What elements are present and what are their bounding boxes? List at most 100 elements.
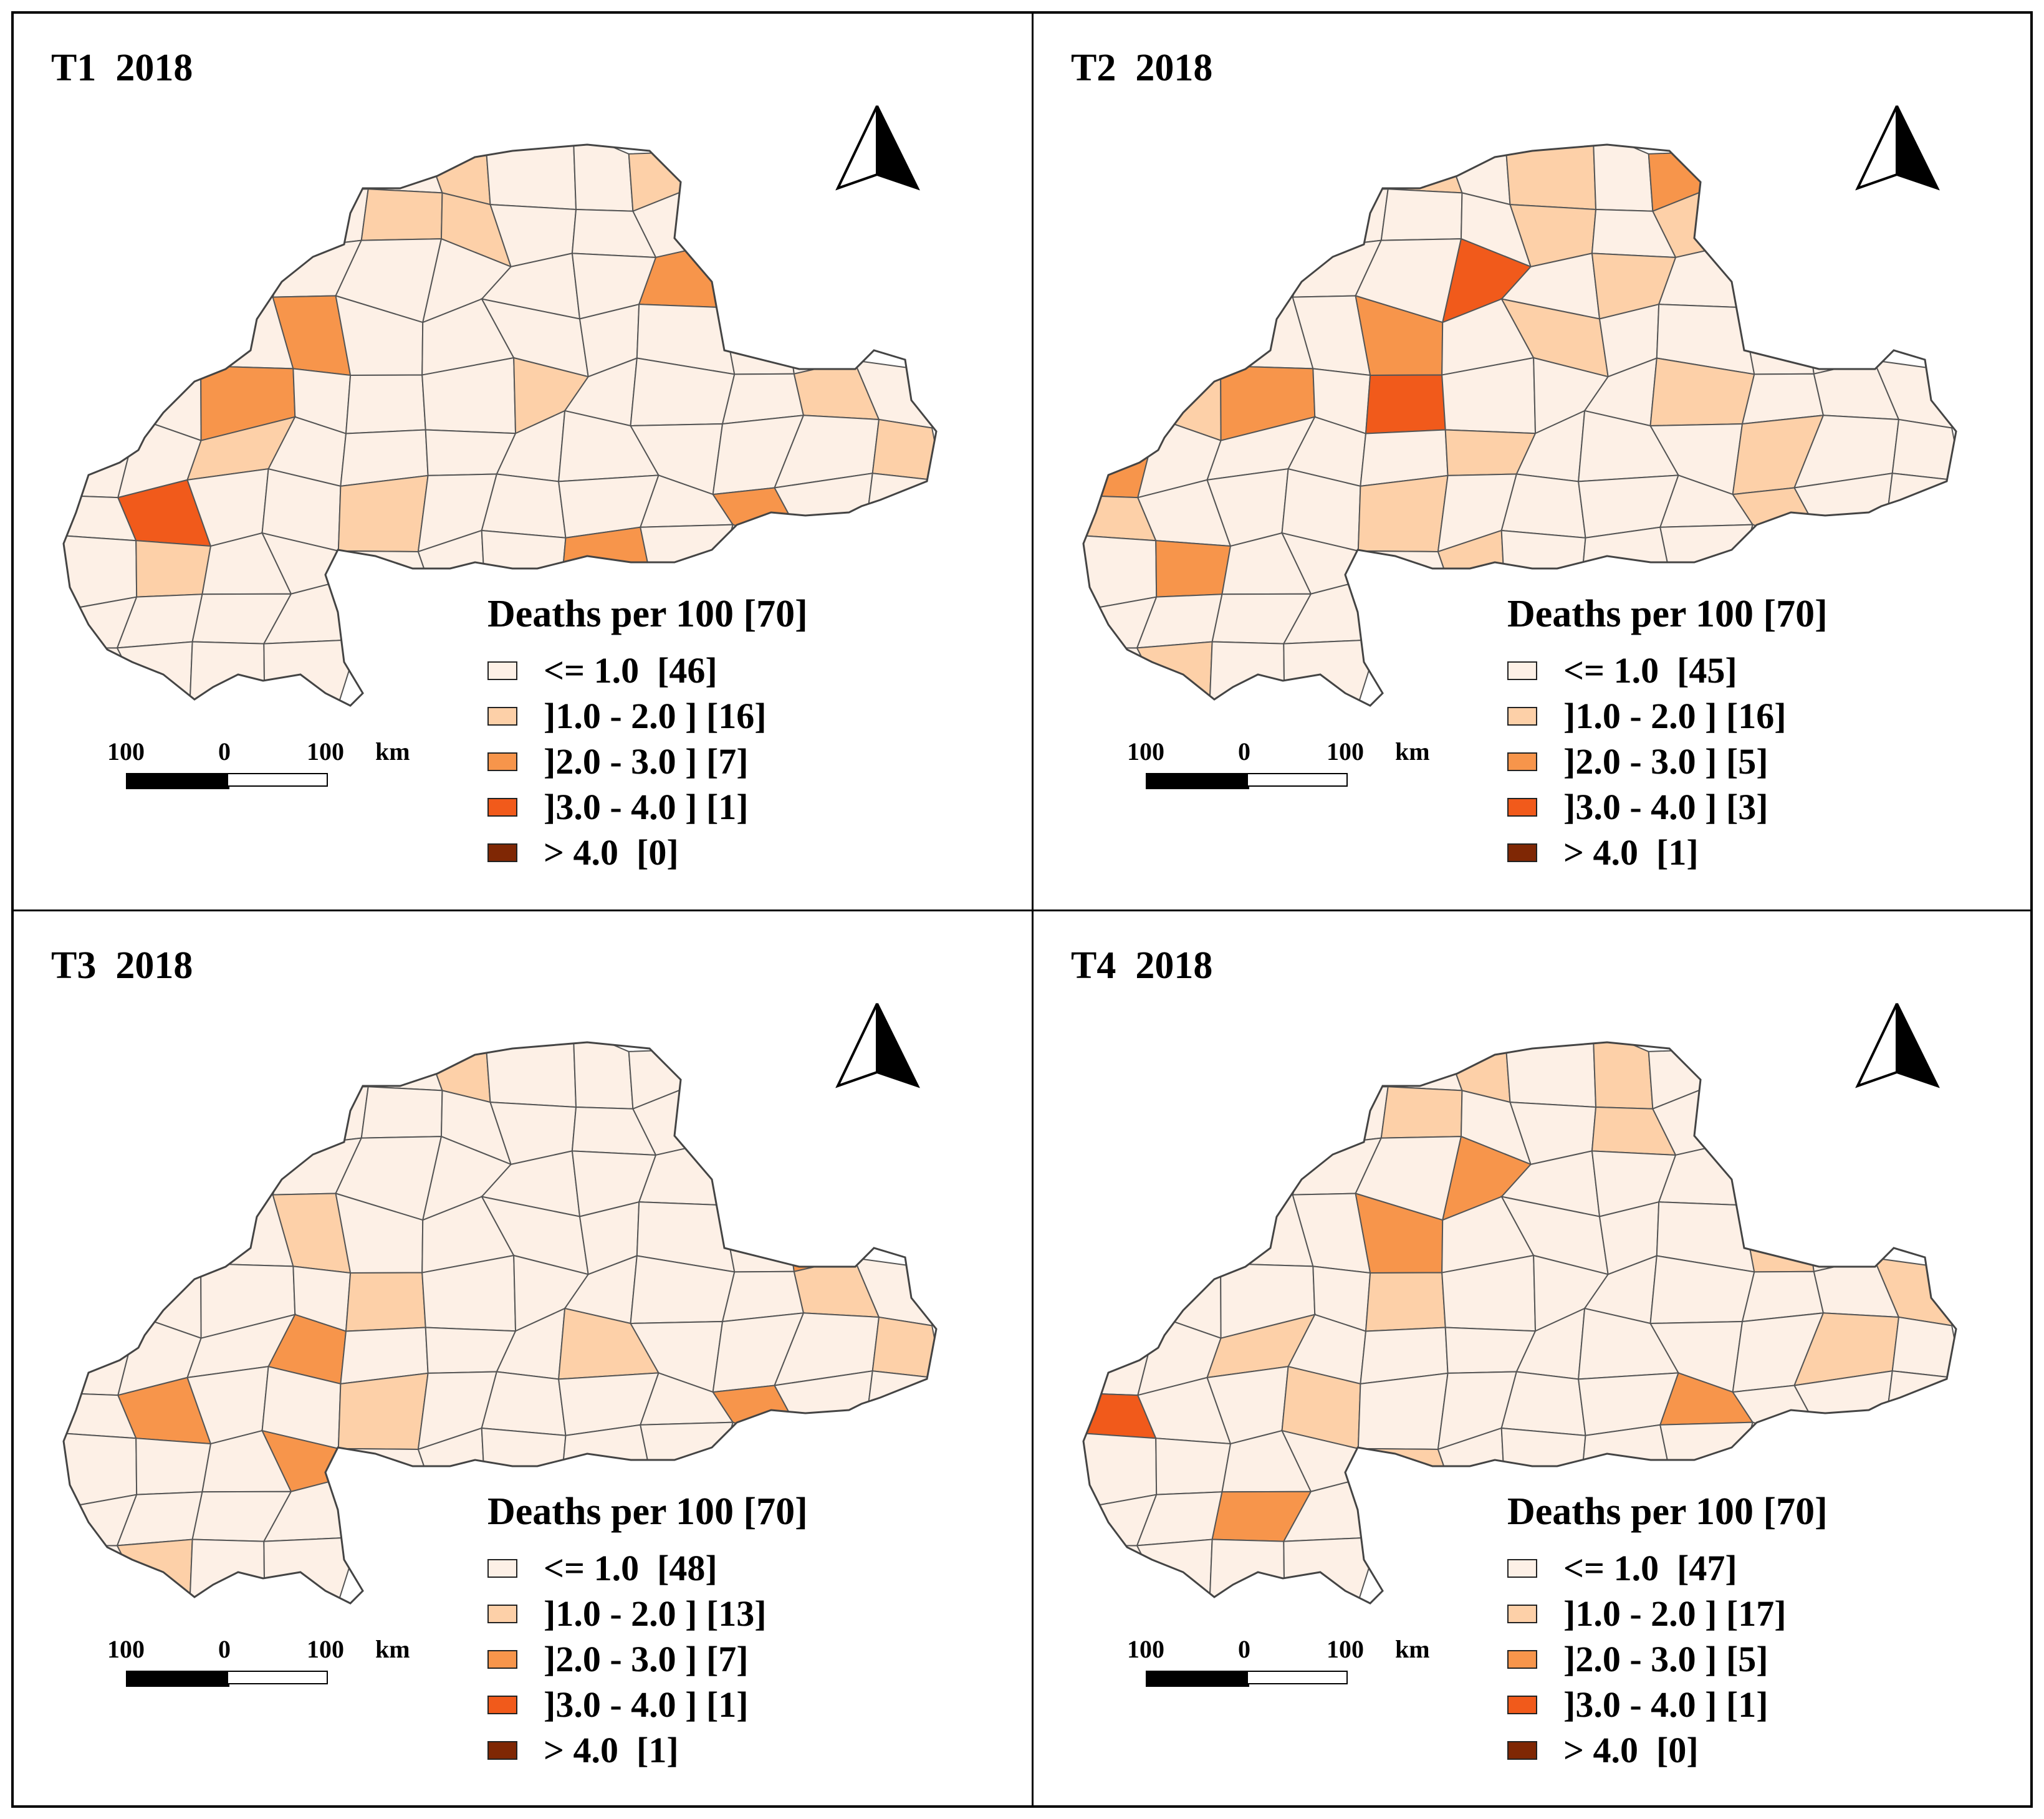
region xyxy=(785,308,855,375)
scale-bar-white xyxy=(227,1671,328,1684)
scale-right-label: 100 xyxy=(1327,737,1364,766)
country-border xyxy=(62,1041,938,1605)
region xyxy=(483,145,577,211)
region xyxy=(349,1042,443,1092)
region xyxy=(1503,1042,1597,1108)
legend-item: <= 1.0 [48] xyxy=(487,1545,986,1591)
scale-left-label: 100 xyxy=(1127,1635,1164,1663)
region xyxy=(1292,1042,1389,1090)
region xyxy=(1155,1437,1232,1495)
legend-item: ]2.0 - 3.0 ] [7] xyxy=(487,1636,986,1682)
region xyxy=(1357,474,1449,552)
legend-item: > 4.0 [0] xyxy=(487,830,986,875)
region xyxy=(1156,1252,1222,1340)
region xyxy=(871,1316,936,1380)
panel-t2: T2 2018 100 0 100 km Deaths per 100 [70]… xyxy=(1034,14,2030,911)
legend-label: ]3.0 - 4.0 ] [1] xyxy=(544,1684,749,1725)
region xyxy=(1380,1086,1463,1139)
scale-unit-label: km xyxy=(375,737,410,766)
panel-title: T1 2018 xyxy=(51,47,193,89)
scale-zero-label: 0 xyxy=(1238,737,1250,766)
scale-unit-label: km xyxy=(375,1635,410,1663)
region xyxy=(136,355,202,442)
legend-item: ]1.0 - 2.0 ] [16] xyxy=(1507,693,2006,739)
region xyxy=(272,1042,370,1090)
legend-label: > 4.0 [0] xyxy=(1563,1730,1699,1770)
scale-unit-label: km xyxy=(1395,1635,1430,1663)
region xyxy=(1805,1206,1874,1272)
country-border xyxy=(62,143,938,707)
region xyxy=(1136,641,1213,706)
legend-swatch xyxy=(1507,1695,1537,1714)
region xyxy=(360,188,443,241)
scale-right-label: 100 xyxy=(307,1635,344,1663)
legend-item: <= 1.0 [47] xyxy=(1507,1545,2006,1591)
legend-item: ]1.0 - 2.0 ] [13] xyxy=(487,1591,986,1636)
legend-title: Deaths per 100 [70] xyxy=(487,1490,808,1533)
region xyxy=(1503,145,1597,211)
legend-swatch xyxy=(487,661,517,680)
region xyxy=(1292,1086,1389,1148)
region xyxy=(481,1371,567,1436)
legend-swatch xyxy=(487,843,517,862)
region xyxy=(572,145,634,212)
legend-swatch xyxy=(1507,797,1537,817)
region xyxy=(483,1042,577,1108)
region xyxy=(336,1447,431,1482)
legend-item: ]2.0 - 3.0 ] [5] xyxy=(1507,739,2006,784)
region xyxy=(272,145,370,193)
legend-label: ]1.0 - 2.0 ] [17] xyxy=(1563,1593,1787,1634)
region xyxy=(1805,308,1874,375)
legend-label: ]3.0 - 4.0 ] [1] xyxy=(1563,1684,1768,1725)
legend-label: <= 1.0 [47] xyxy=(1563,1548,1737,1588)
scale-unit-label: km xyxy=(1395,737,1430,766)
scale-bar-black xyxy=(1146,1671,1249,1687)
scale-bar-white xyxy=(1247,1671,1348,1684)
scale-left-label: 100 xyxy=(107,737,145,766)
choropleth-map xyxy=(1082,1041,1957,1605)
panel-t1: T1 2018 100 0 100 km Deaths per 100 [70]… xyxy=(14,14,1034,911)
legend-swatch xyxy=(1507,1740,1537,1760)
region xyxy=(572,1042,634,1110)
region xyxy=(1592,1042,1654,1110)
panel-t3: T3 2018 100 0 100 km Deaths per 100 [70]… xyxy=(14,911,1034,1805)
legend-title: Deaths per 100 [70] xyxy=(1507,593,1828,635)
country-border xyxy=(1082,1041,1957,1605)
region xyxy=(272,188,369,250)
region xyxy=(1500,473,1586,539)
legend-swatch xyxy=(487,1695,517,1714)
choropleth-map xyxy=(62,1041,938,1605)
legend-item: <= 1.0 [45] xyxy=(1507,648,2006,693)
legend-swatch xyxy=(1507,843,1537,862)
north-arrow-icon xyxy=(835,1003,920,1088)
legend-item: > 4.0 [1] xyxy=(487,1727,986,1773)
region xyxy=(1883,1370,1956,1442)
region xyxy=(345,1272,426,1332)
scale-left-label: 100 xyxy=(1127,737,1164,766)
north-arrow-icon xyxy=(1855,105,1940,191)
legend-swatch xyxy=(487,797,517,817)
map-legend: Deaths per 100 [70] <= 1.0 [46] ]1.0 - 2… xyxy=(487,592,986,875)
scale-zero-label: 0 xyxy=(1238,1635,1250,1663)
scale-bar: 100 0 100 km xyxy=(1127,1634,1451,1703)
scale-right-label: 100 xyxy=(307,737,344,766)
legend-item: ]3.0 - 4.0 ] [1] xyxy=(487,1682,986,1727)
legend-label: ]2.0 - 3.0 ] [7] xyxy=(544,741,749,782)
choropleth-map xyxy=(62,143,938,707)
region xyxy=(1356,1447,1451,1482)
legend-item: ]1.0 - 2.0 ] [16] xyxy=(487,693,986,739)
scale-bar-white xyxy=(1247,773,1348,787)
legend-item: ]3.0 - 4.0 ] [3] xyxy=(1507,784,2006,830)
scale-zero-label: 0 xyxy=(218,1635,231,1663)
region xyxy=(785,1206,855,1272)
legend-swatch xyxy=(487,1649,517,1669)
region xyxy=(1357,1372,1449,1450)
region xyxy=(1883,473,1956,544)
region xyxy=(871,418,936,482)
region xyxy=(1365,374,1446,434)
figure-grid: T1 2018 100 0 100 km Deaths per 100 [70]… xyxy=(11,11,2033,1808)
legend-item: ]2.0 - 3.0 ] [5] xyxy=(1507,1636,2006,1682)
legend-label: ]3.0 - 4.0 ] [3] xyxy=(1563,787,1768,827)
region xyxy=(272,1086,369,1148)
legend-item: ]1.0 - 2.0 ] [17] xyxy=(1507,1591,2006,1636)
